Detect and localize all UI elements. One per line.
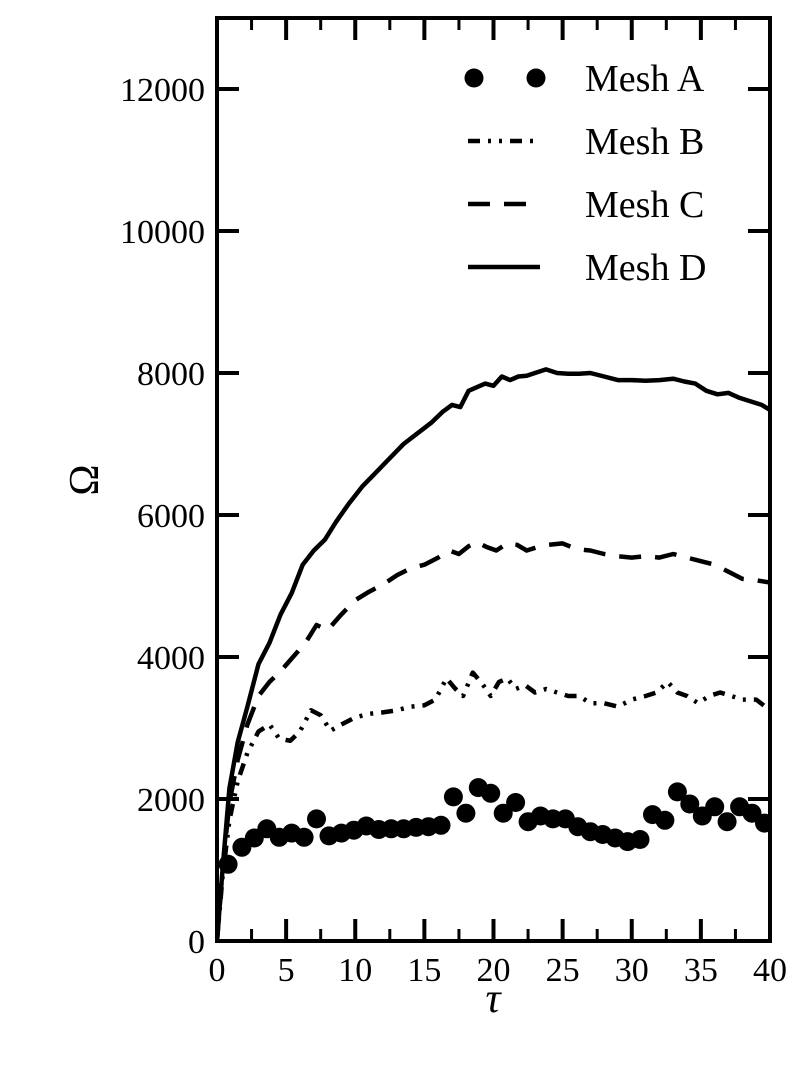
mesh-a-point [493, 803, 513, 823]
x-axis-title: τ [485, 976, 502, 1022]
y-axis-title: Ω [62, 464, 108, 495]
series-layer [217, 367, 770, 941]
x-tick-label: 0 [209, 952, 226, 989]
x-tick-label: 15 [407, 952, 441, 989]
legend-label: Mesh C [585, 184, 704, 226]
legend-marker [526, 68, 546, 88]
legend-marker [464, 68, 484, 88]
x-tick-label: 25 [546, 952, 580, 989]
mesh-a-point [680, 794, 700, 814]
legend-label: Mesh A [585, 58, 705, 100]
y-tick-label: 6000 [137, 498, 205, 535]
series-line-mesh-c [217, 539, 770, 941]
mesh-a-point [705, 797, 725, 817]
mesh-a-point [431, 815, 451, 835]
mesh-a-point [630, 830, 650, 849]
mesh-a-point [481, 783, 501, 803]
y-tick-label: 2000 [137, 782, 205, 819]
y-tick-label: 10000 [120, 214, 205, 251]
x-tick-label: 20 [477, 952, 511, 989]
mesh-a-point [506, 793, 526, 812]
y-tick-label: 8000 [137, 356, 205, 393]
y-tick-label: 0 [188, 924, 205, 961]
mesh-a-point [655, 810, 675, 830]
y-tick-label: 4000 [137, 640, 205, 677]
mesh-a-point [294, 827, 314, 847]
mesh-a-point [755, 813, 770, 833]
tick-labels: 0 5 10 15 20 25 30 35 40 0 2000 4000 6000 8000 10000 12… [120, 72, 787, 989]
mesh-a-point [307, 809, 326, 829]
x-tick-label: 40 [753, 952, 787, 989]
legend: Mesh A Mesh B Mesh C Mesh D [464, 58, 706, 289]
mesh-a-point [717, 812, 737, 832]
series-line-mesh-d [217, 367, 770, 941]
x-tick-label: 10 [338, 952, 372, 989]
x-tick-label: 5 [278, 952, 295, 989]
mesh-a-point [443, 787, 463, 807]
x-tick-label: 30 [615, 952, 649, 989]
legend-label: Mesh B [585, 121, 704, 163]
ticks-layer [215, 18, 772, 943]
y-tick-label: 12000 [120, 72, 205, 109]
series-line-mesh-b [217, 670, 770, 941]
mesh-a-point [667, 782, 687, 802]
x-tick-label: 35 [684, 952, 718, 989]
legend-label: Mesh D [585, 247, 706, 289]
mesh-a-point [456, 803, 476, 823]
